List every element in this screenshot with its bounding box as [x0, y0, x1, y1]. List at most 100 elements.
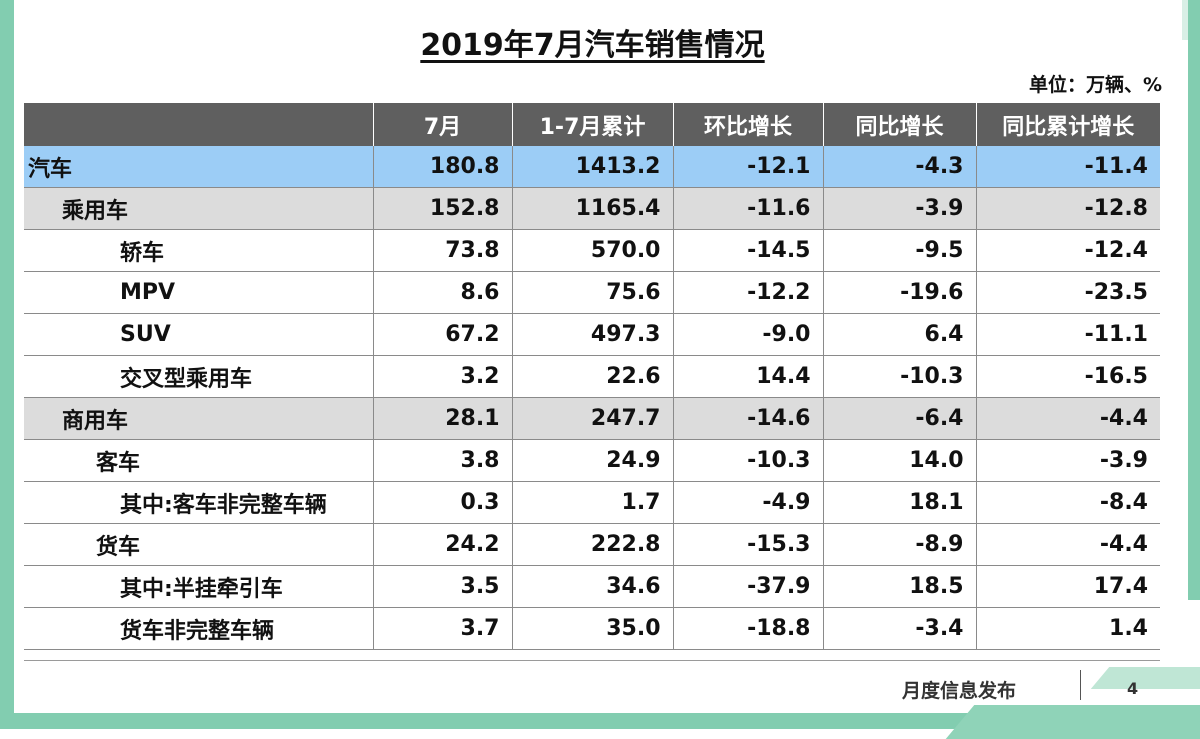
cell-mom: -10.3: [673, 439, 824, 482]
cell-mom: -12.1: [673, 146, 824, 188]
cell-ytd-yoy: -11.1: [976, 313, 1160, 356]
cell-ytd: 497.3: [512, 313, 674, 356]
cell-ytd: 1.7: [512, 481, 674, 524]
cell-ytd: 35.0: [512, 607, 674, 650]
cell-ytd-yoy: -4.4: [976, 397, 1160, 440]
cell-mom: -14.5: [673, 229, 824, 272]
cell-july: 3.8: [373, 439, 513, 482]
cell-ytd: 1165.4: [512, 187, 674, 230]
cell-july: 3.2: [373, 355, 513, 398]
cell-ytd-yoy: 17.4: [976, 565, 1160, 608]
cell-july: 152.8: [373, 187, 513, 230]
table-row: 轿车 73.8 570.0 -14.5 -9.5 -12.4: [24, 229, 1160, 272]
cell-ytd: 1413.2: [512, 146, 674, 188]
table-header-row: 7月 1-7月累计 环比增长 同比增长 同比累计增长: [24, 103, 1160, 146]
cell-ytd: 570.0: [512, 229, 674, 272]
cell-july: 73.8: [373, 229, 513, 272]
column-header-ytd-yoy: 同比累计增长: [976, 103, 1160, 146]
row-label: MPV: [24, 271, 374, 314]
cell-mom: -4.9: [673, 481, 824, 524]
cell-yoy: -8.9: [823, 523, 977, 566]
decorative-stripe: [1090, 667, 1200, 689]
column-header-ytd: 1-7月累计: [512, 103, 674, 146]
cell-ytd-yoy: -16.5: [976, 355, 1160, 398]
column-header-july: 7月: [373, 103, 513, 146]
table-row: 其中:半挂牵引车 3.5 34.6 -37.9 18.5 17.4: [24, 565, 1160, 608]
cell-ytd: 247.7: [512, 397, 674, 440]
decorative-bottom-bar: [0, 713, 1200, 729]
footer-label: 月度信息发布: [902, 680, 1017, 702]
row-label: 交叉型乘用车: [24, 355, 374, 398]
table-row: 其中:客车非完整车辆 0.3 1.7 -4.9 18.1 -8.4: [24, 481, 1160, 524]
column-header-mom: 环比增长: [673, 103, 824, 146]
cell-mom: -14.6: [673, 397, 824, 440]
decorative-top-right-bar: [1182, 0, 1188, 40]
column-header-yoy: 同比增长: [823, 103, 977, 146]
sales-table: 7月 1-7月累计 环比增长 同比增长 同比累计增长 汽车 180.8 1413.2…: [24, 103, 1160, 650]
cell-july: 3.5: [373, 565, 513, 608]
unit-label: 单位：万辆、%: [1028, 74, 1162, 96]
decorative-right-bar: [1188, 0, 1200, 600]
cell-ytd: 34.6: [512, 565, 674, 608]
cell-ytd-yoy: -4.4: [976, 523, 1160, 566]
cell-mom: 14.4: [673, 355, 824, 398]
cell-july: 67.2: [373, 313, 513, 356]
row-label: SUV: [24, 313, 374, 356]
cell-ytd-yoy: -23.5: [976, 271, 1160, 314]
cell-yoy: -3.9: [823, 187, 977, 230]
cell-yoy: -6.4: [823, 397, 977, 440]
cell-ytd-yoy: -12.8: [976, 187, 1160, 230]
cell-mom: -11.6: [673, 187, 824, 230]
table-row: 交叉型乘用车 3.2 22.6 14.4 -10.3 -16.5: [24, 355, 1160, 398]
cell-july: 28.1: [373, 397, 513, 440]
cell-yoy: -3.4: [823, 607, 977, 650]
page-title: 2019年7月汽车销售情况: [420, 28, 765, 63]
row-label: 客车: [24, 439, 374, 482]
row-label: 货车非完整车辆: [24, 607, 374, 650]
cell-july: 180.8: [373, 146, 513, 188]
cell-yoy: -9.5: [823, 229, 977, 272]
cell-mom: -15.3: [673, 523, 824, 566]
cell-mom: -18.8: [673, 607, 824, 650]
page-number: 4: [1127, 679, 1139, 698]
row-label: 轿车: [24, 229, 374, 272]
table-row: 商用车 28.1 247.7 -14.6 -6.4 -4.4: [24, 397, 1160, 440]
table-row: 汽车 180.8 1413.2 -12.1 -4.3 -11.4: [24, 146, 1160, 188]
table-body: 汽车 180.8 1413.2 -12.1 -4.3 -11.4 乘用车 152.8 1165.…: [24, 146, 1160, 650]
cell-mom: -9.0: [673, 313, 824, 356]
table-row: 货车非完整车辆 3.7 35.0 -18.8 -3.4 1.4: [24, 607, 1160, 650]
cell-mom: -12.2: [673, 271, 824, 314]
cell-ytd-yoy: -8.4: [976, 481, 1160, 524]
cell-july: 0.3: [373, 481, 513, 524]
table-row: SUV 67.2 497.3 -9.0 6.4 -11.1: [24, 313, 1160, 356]
table-row: 货车 24.2 222.8 -15.3 -8.9 -4.4: [24, 523, 1160, 566]
cell-ytd-yoy: -12.4: [976, 229, 1160, 272]
row-label: 商用车: [24, 397, 374, 440]
table-row: MPV 8.6 75.6 -12.2 -19.6 -23.5: [24, 271, 1160, 314]
cell-ytd-yoy: -3.9: [976, 439, 1160, 482]
cell-ytd: 222.8: [512, 523, 674, 566]
row-label: 其中:半挂牵引车: [24, 565, 374, 608]
cell-ytd-yoy: -11.4: [976, 146, 1160, 188]
row-label: 汽车: [24, 146, 374, 188]
decorative-left-bar: [0, 0, 14, 729]
row-label: 乘用车: [24, 187, 374, 230]
cell-mom: -37.9: [673, 565, 824, 608]
cell-yoy: 18.5: [823, 565, 977, 608]
column-header-name: [24, 103, 374, 146]
cell-yoy: -4.3: [823, 146, 977, 188]
footer-divider: [24, 660, 1160, 661]
footer-separator: [1080, 670, 1081, 700]
cell-ytd: 75.6: [512, 271, 674, 314]
table-row: 乘用车 152.8 1165.4 -11.6 -3.9 -12.8: [24, 187, 1160, 230]
cell-yoy: 18.1: [823, 481, 977, 524]
row-label: 货车: [24, 523, 374, 566]
cell-yoy: -10.3: [823, 355, 977, 398]
cell-ytd-yoy: 1.4: [976, 607, 1160, 650]
cell-july: 3.7: [373, 607, 513, 650]
cell-ytd: 22.6: [512, 355, 674, 398]
cell-yoy: 14.0: [823, 439, 977, 482]
decorative-stripe: [945, 705, 1200, 739]
cell-july: 24.2: [373, 523, 513, 566]
cell-yoy: 6.4: [823, 313, 977, 356]
